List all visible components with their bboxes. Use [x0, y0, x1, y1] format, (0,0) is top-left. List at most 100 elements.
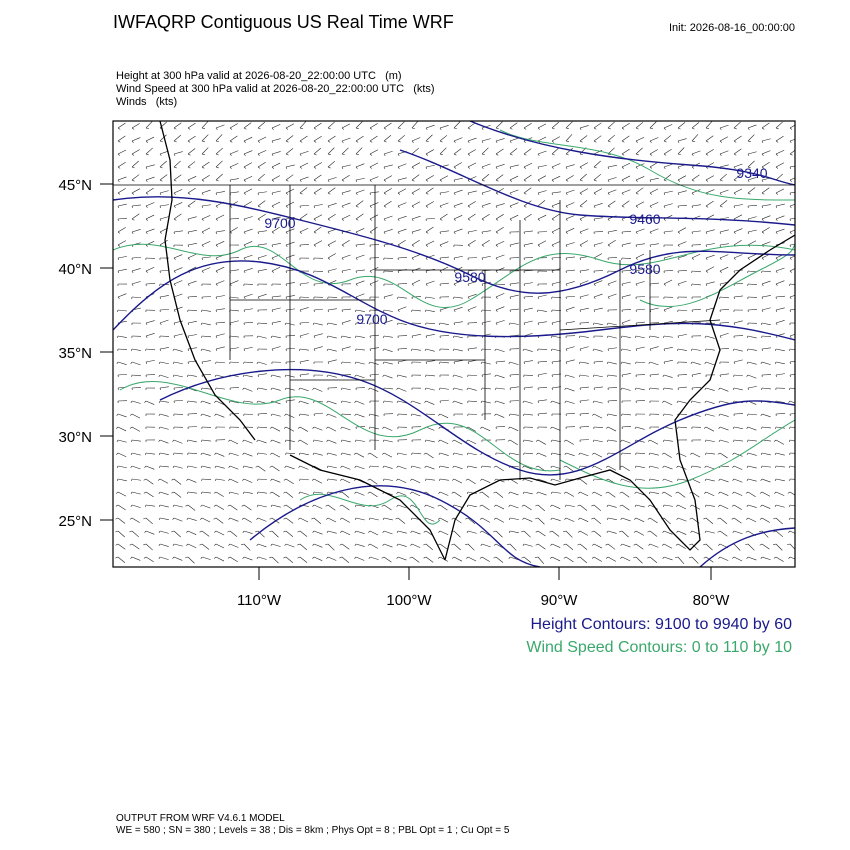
wind-barb: [523, 127, 527, 130]
wind-barb: [187, 166, 191, 169]
wind-barb: [733, 269, 743, 272]
wind-barb: [173, 254, 183, 259]
wind-barb: [341, 239, 350, 246]
wind-barb: [200, 517, 203, 520]
wind-barb: [591, 504, 595, 507]
wind-barb: [397, 296, 399, 300]
wind-barb: [775, 149, 785, 155]
wind-barb: [243, 413, 253, 415]
wind-barb: [383, 319, 393, 324]
wind-barb: [257, 173, 265, 181]
wind-barb: [242, 556, 245, 559]
wind-barb: [411, 229, 421, 233]
wind-barb: [509, 192, 512, 195]
wind-barb: [229, 179, 231, 183]
wind-barb: [494, 374, 497, 377]
wind-barb: [677, 190, 687, 194]
wind-barb: [605, 426, 609, 429]
wind-barb: [663, 309, 666, 312]
wind-barb: [579, 361, 589, 364]
wind-barb: [481, 218, 485, 221]
wind-barb: [383, 166, 386, 170]
wind-barb: [187, 334, 197, 337]
wind-barb: [761, 296, 763, 300]
wind-barb: [747, 216, 757, 220]
wind-barb: [635, 147, 643, 155]
wind-barb: [173, 160, 181, 168]
wind-barb: [410, 491, 413, 494]
wind-barb: [439, 413, 449, 419]
wind-barb: [467, 244, 471, 247]
wind-barb: [327, 308, 337, 311]
wind-barb: [704, 335, 707, 339]
wind-barb: [257, 322, 267, 325]
wind-barb: [339, 543, 343, 546]
wind-barb: [550, 426, 553, 429]
wind-barb: [453, 215, 463, 220]
wind-barb: [341, 270, 344, 274]
wind-barb: [397, 228, 407, 233]
wind-barb: [439, 147, 447, 155]
wind-barb: [131, 213, 140, 220]
wind-barb: [313, 179, 317, 182]
wind-barb: [747, 439, 757, 442]
wind-barb: [593, 413, 603, 419]
wind-barb: [172, 556, 175, 559]
wind-contour: [499, 129, 795, 201]
wind-barb: [131, 166, 135, 169]
wind-barb: [747, 491, 756, 497]
wind-barb: [411, 179, 415, 182]
wind-barb: [243, 361, 253, 363]
wind-barb: [285, 148, 294, 155]
wind-barb: [411, 465, 421, 469]
wind-barb: [313, 240, 323, 246]
wind-barb: [131, 426, 141, 432]
wind-barb: [383, 179, 387, 182]
wind-barb: [383, 205, 387, 208]
wind-barb: [675, 491, 679, 494]
wind-barb: [579, 426, 590, 428]
wind-barb: [339, 556, 343, 559]
wind-barb: [269, 556, 273, 559]
wind-barb: [425, 348, 435, 352]
wind-barb: [131, 127, 135, 130]
wind-barb: [271, 307, 281, 311]
wind-barb: [271, 231, 275, 234]
wind-barb: [397, 192, 401, 195]
wind-barb: [299, 413, 301, 417]
wind-barb: [201, 556, 211, 560]
wind-barb: [158, 517, 161, 521]
wind-barb: [551, 386, 561, 389]
wind-barb: [705, 504, 715, 507]
wind-barb: [719, 426, 729, 431]
wind-barb: [523, 205, 527, 208]
wind-barb: [438, 413, 441, 416]
wind-barb: [411, 192, 415, 195]
wind-barb: [536, 491, 539, 494]
wind-barb: [705, 283, 708, 287]
wind-barb: [523, 123, 532, 129]
wind-barb: [327, 192, 331, 195]
wind-barb: [159, 478, 169, 484]
wind-barb: [143, 543, 147, 546]
wind-barb: [467, 359, 477, 363]
wind-barb: [719, 413, 729, 417]
wind-barb: [719, 439, 729, 443]
wind-barb: [215, 218, 218, 221]
wind-barb: [719, 335, 722, 338]
wind-barb: [439, 256, 449, 259]
wind-barb: [201, 309, 211, 312]
wind-barb: [369, 166, 373, 169]
wind-barb: [215, 241, 225, 246]
wind-barb: [565, 491, 574, 497]
wind-barb: [117, 166, 121, 169]
wind-barb: [285, 504, 294, 511]
wind-barb: [703, 517, 707, 520]
wind-barb: [355, 231, 358, 234]
wind-barb: [495, 179, 499, 182]
wind-barb: [369, 214, 379, 220]
wind-barb: [565, 202, 575, 207]
wind-barb: [649, 231, 652, 234]
wind-barb: [299, 426, 308, 432]
wind-barb: [705, 127, 710, 129]
